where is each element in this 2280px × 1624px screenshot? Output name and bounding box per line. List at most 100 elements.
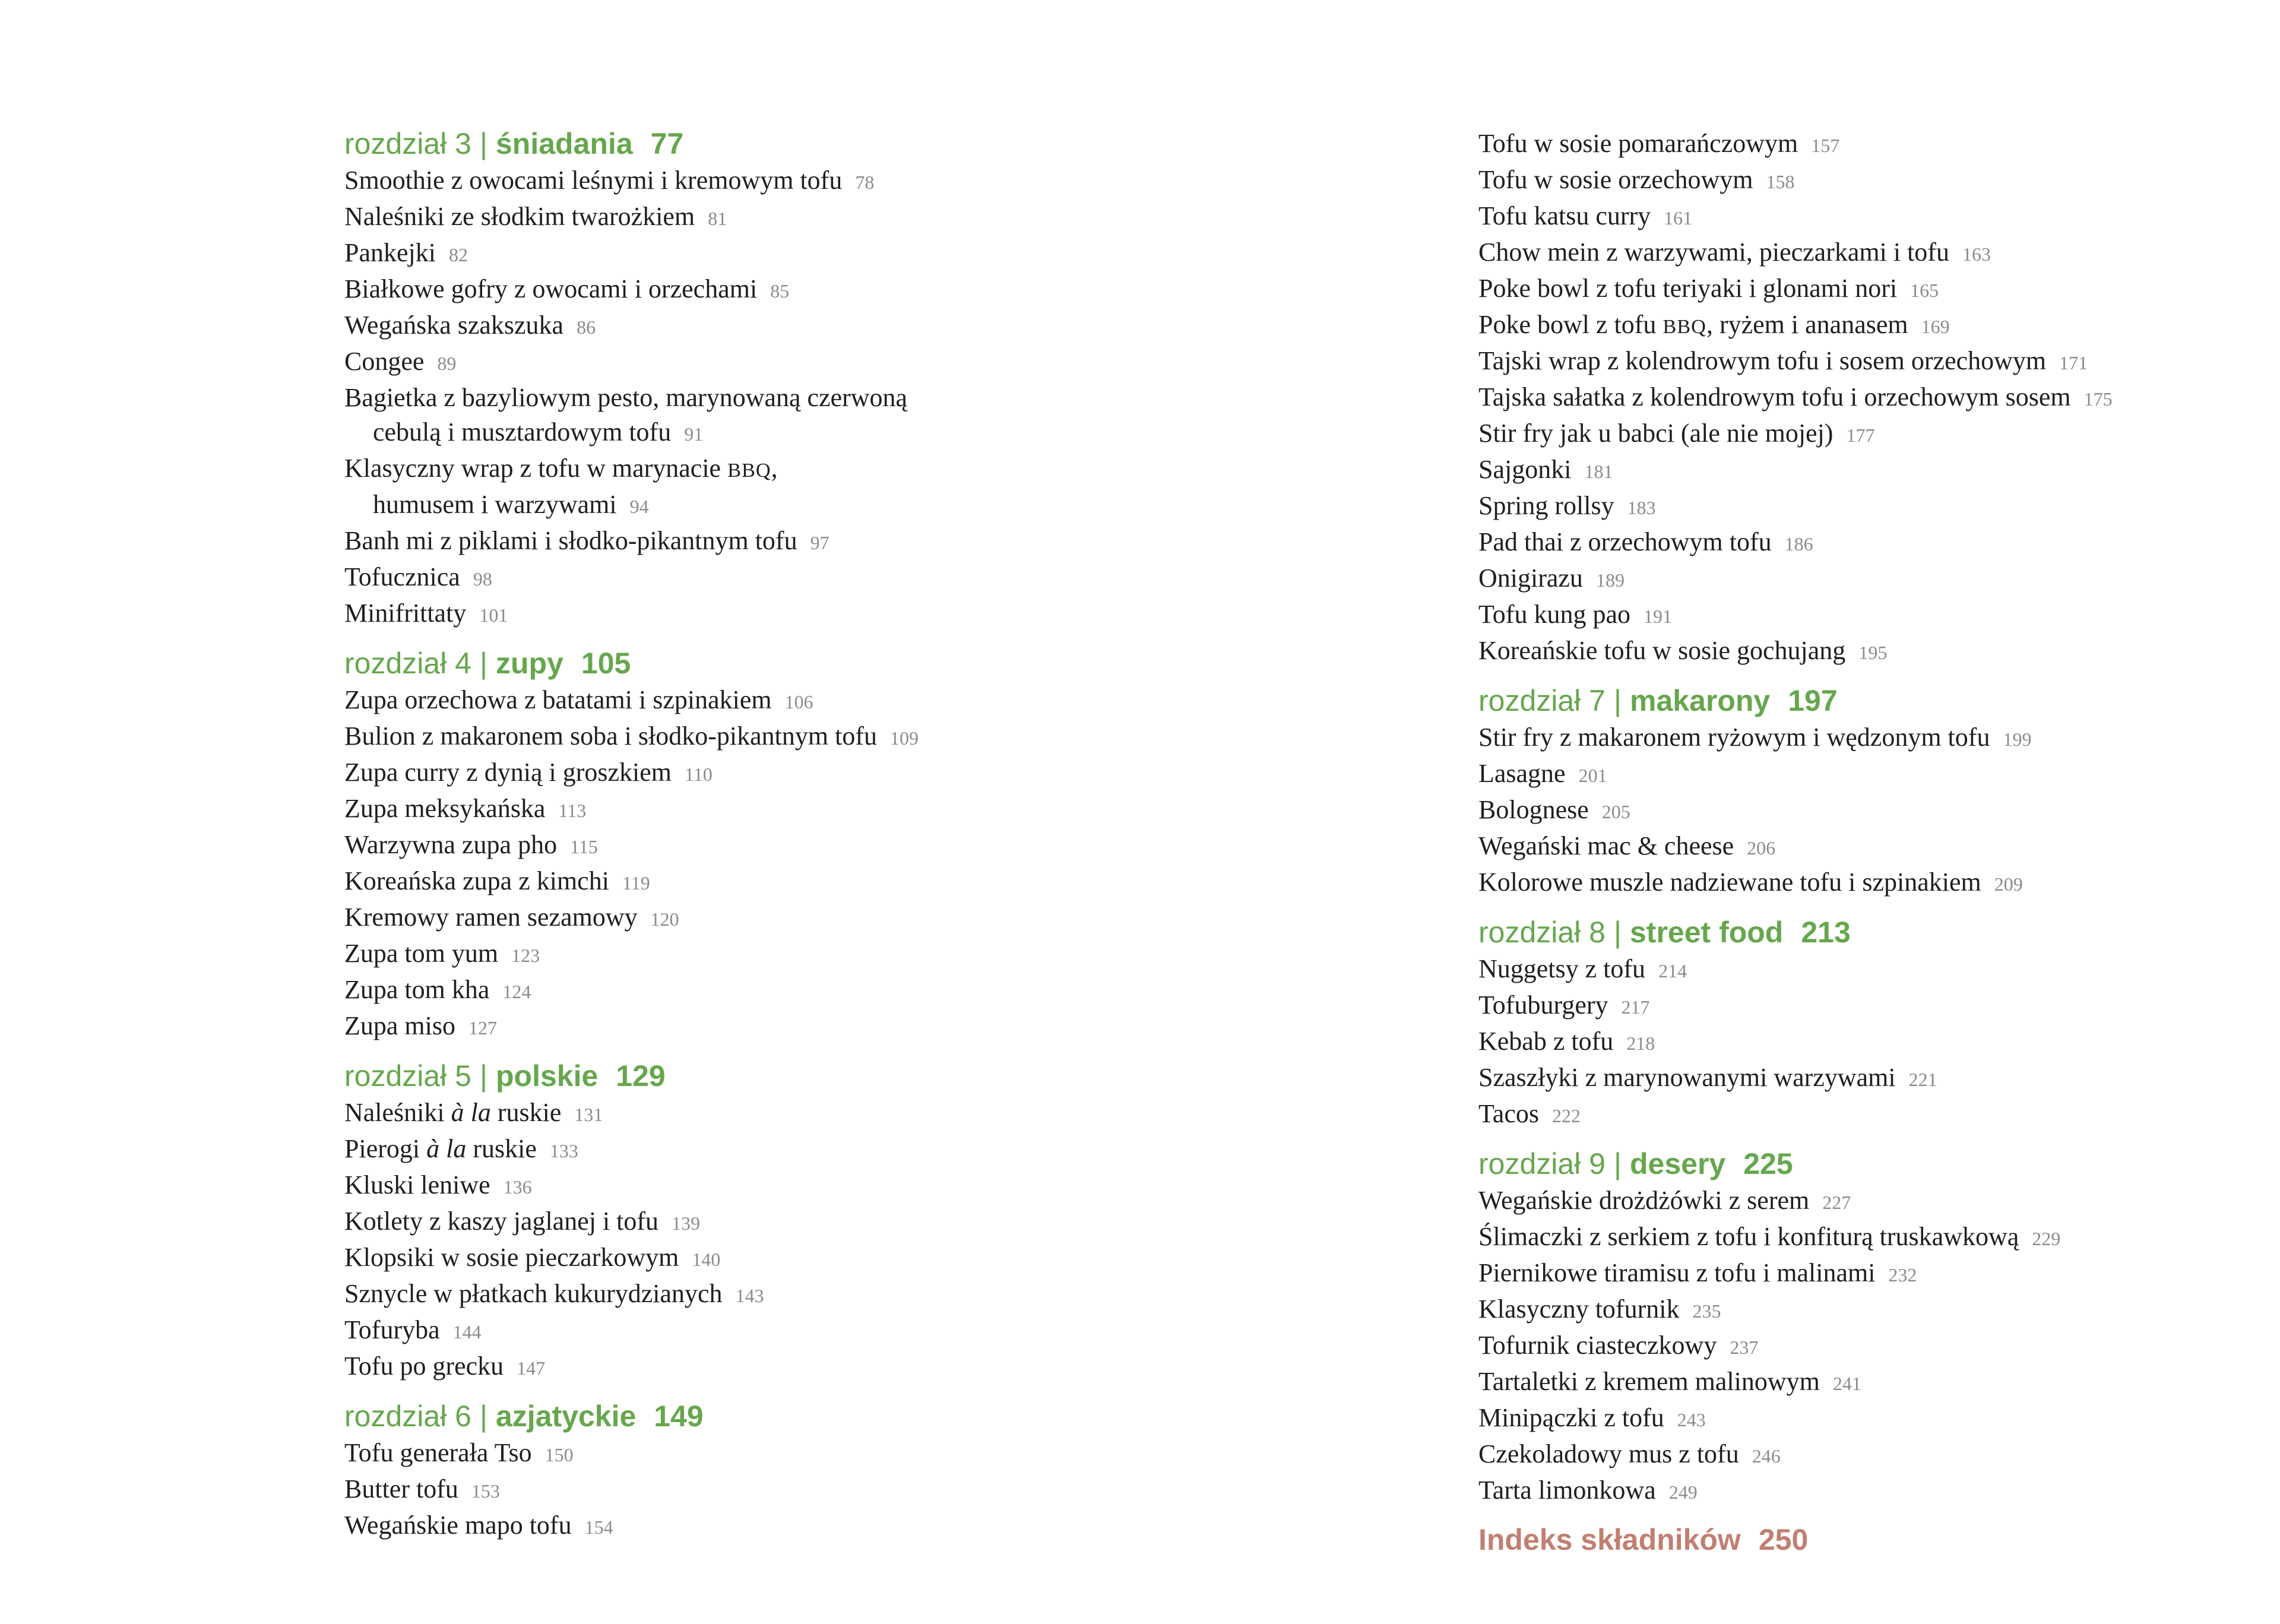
toc-entry-line: Minipączki z tofu 243: [1478, 1401, 2277, 1437]
page-number: 106: [784, 691, 813, 713]
page-number: 136: [503, 1176, 532, 1198]
toc-entry-text: Stir fry jak u babci (ale nie mojej): [1478, 419, 1834, 448]
chapter-separator: |: [1614, 916, 1622, 949]
toc-entry: Tofu katsu curry 161: [1478, 199, 2277, 235]
toc-entry-text: Butter tofu: [344, 1474, 458, 1503]
toc-entry: Tofu kung pao 191: [1478, 597, 2277, 634]
chapter-page-number: 105: [581, 647, 631, 680]
toc-entry: Lasagne 201: [1478, 756, 2277, 793]
chapter-separator: |: [480, 1400, 487, 1433]
chapter-prefix: rozdział 5: [344, 1059, 471, 1093]
toc-entry-text: Kebab z tofu: [1478, 1027, 1614, 1056]
page-number: 144: [452, 1321, 482, 1343]
page-number: 115: [570, 836, 598, 857]
toc-entry-text: Tofucznica: [344, 562, 460, 591]
toc-entry-text: Klasyczny tofurnik: [1478, 1294, 1680, 1324]
chapter-name: polskie: [496, 1059, 598, 1093]
toc-entry-text: Congee: [344, 347, 425, 376]
chapter-prefix: rozdział 8: [1478, 916, 1606, 949]
toc-entry-text: Pad thai z orzechowym tofu: [1478, 527, 1772, 556]
toc-entry: Wegańskie mapo tofu 154: [344, 1508, 1455, 1544]
page-number: 123: [511, 945, 540, 966]
toc-entry-text: , ryżem i ananasem: [1706, 310, 1908, 339]
toc-entry-text: Czekoladowy mus z tofu: [1478, 1439, 1739, 1468]
toc-entry-text: Zupa orzechowa z batatami i szpinakiem: [344, 685, 772, 714]
toc-entry-line: Szaszłyki z marynowanymi warzywami 221: [1478, 1060, 2277, 1097]
chapter-name: makarony: [1630, 684, 1771, 717]
toc-entry: Poke bowl z tofu BBQ, ryżem i ananasem 16…: [1478, 308, 2277, 344]
page-number: 109: [889, 727, 919, 749]
toc-entry-text: Minipączki z tofu: [1478, 1403, 1664, 1432]
chapter-page-number: 225: [1743, 1147, 1793, 1180]
page-number: 158: [1766, 171, 1795, 192]
toc-entry-text: Tofu w sosie orzechowym: [1478, 165, 1753, 194]
toc-entry-line: Tofu po grecku 147: [344, 1349, 1455, 1385]
page-number: 127: [468, 1017, 497, 1039]
toc-entry: Tofu po grecku 147: [344, 1349, 1455, 1385]
page-number: 241: [1832, 1373, 1861, 1394]
toc-entry-line: Zupa meksykańska 113: [344, 792, 1455, 828]
page-number: 235: [1692, 1300, 1721, 1322]
page-number: 89: [437, 353, 457, 374]
page-number: 110: [685, 764, 712, 785]
page-number: 246: [1752, 1445, 1781, 1467]
toc-entry-line: Nuggetsy z tofu 214: [1478, 952, 2277, 988]
toc-entry-text: ruskie: [490, 1098, 562, 1127]
toc-entry-line: Kotlety z kaszy jaglanej i tofu 139: [344, 1204, 1455, 1240]
page-number: 94: [629, 496, 649, 517]
index-label: Indeks składników: [1478, 1523, 1741, 1556]
chapter-heading: rozdział 5 | polskie 129: [344, 1059, 1455, 1093]
toc-entry-line: Bagietka z bazyliowym pesto, marynowaną …: [344, 381, 1455, 415]
toc-entry-line: Minifrittaty 101: [344, 596, 1455, 632]
toc-entry: Tofucznica 98: [344, 560, 1455, 596]
toc-entry-line: Banh mi z piklami i słodko-pikantnym tof…: [344, 524, 1455, 560]
toc-entry-text: ruskie: [466, 1134, 537, 1163]
toc-entry: Kotlety z kaszy jaglanej i tofu 139: [344, 1204, 1455, 1240]
toc-entry: Zupa meksykańska 113: [344, 792, 1455, 828]
toc-entry: Kebab z tofu 218: [1478, 1024, 2277, 1060]
toc-column-left: rozdział 3 | śniadania 77 Smoothie z owocami…: [344, 126, 1455, 1544]
toc-entry: Tacos 222: [1478, 1097, 2277, 1133]
toc-entry-text: Tarta limonkowa: [1478, 1476, 1656, 1505]
chapter-name: zupy: [496, 647, 563, 680]
toc-entry: Minifrittaty 101: [344, 596, 1455, 632]
toc-entry-text: Kotlety z kaszy jaglanej i tofu: [344, 1207, 659, 1236]
toc-entry-text: Bagietka z bazyliowym pesto, marynowaną …: [344, 383, 908, 412]
toc-entry-text: Nuggetsy z tofu: [1478, 954, 1646, 983]
toc-entry-line: Poke bowl z tofu BBQ, ryżem i ananasem 16…: [1478, 308, 2277, 344]
toc-entry: Zupa orzechowa z batatami i szpinakiem 10…: [344, 683, 1455, 719]
toc-entry-line: Klasyczny wrap z tofu w marynacie BBQ,: [344, 451, 1455, 487]
toc-entry: Szaszłyki z marynowanymi warzywami 221: [1478, 1060, 2277, 1097]
toc-entry-text: humusem i warzywami: [373, 490, 617, 519]
chapter-separator: |: [1614, 684, 1622, 717]
toc-entry-line: Spring rollsy 183: [1478, 489, 2277, 525]
page-number: 218: [1626, 1033, 1655, 1054]
chapter-prefix: rozdział 9: [1478, 1147, 1606, 1180]
page-number: 161: [1664, 207, 1693, 229]
toc-entry: Onigirazu 189: [1478, 561, 2277, 597]
toc-entry-text: Ślimaczki z serkiem z tofu i konfiturą t…: [1478, 1222, 2019, 1251]
toc-entry-text: Bulion z makaronem soba i słodko-pikantn…: [344, 721, 877, 751]
toc-entry-line: Onigirazu 189: [1478, 561, 2277, 597]
toc-entry-text: cebulą i musztardowym tofu: [373, 417, 672, 447]
page-number: 217: [1621, 996, 1650, 1018]
toc-entry-text: Szaszłyki z marynowanymi warzywami: [1478, 1063, 1896, 1092]
page-number: 86: [577, 316, 596, 338]
toc-entry-line: Tartaletki z kremem malinowym 241: [1478, 1365, 2277, 1401]
chapter-page-number: 149: [654, 1400, 704, 1433]
page-number: 186: [1784, 533, 1813, 555]
toc-entry-text: Zupa miso: [344, 1011, 455, 1040]
toc-entry-line: Congee 89: [344, 344, 1455, 381]
toc-entry: Koreańska zupa z kimchi 119: [344, 864, 1455, 900]
toc-entry: Klasyczny tofurnik 235: [1478, 1292, 2277, 1328]
page-number: 201: [1578, 765, 1607, 786]
page-number: 113: [558, 800, 587, 821]
toc-entry-line: Naleśniki ze słodkim twarożkiem 81: [344, 200, 1455, 236]
page-number: 157: [1811, 135, 1840, 156]
page-number: 222: [1552, 1105, 1581, 1126]
toc-entry-line: Tarta limonkowa 249: [1478, 1473, 2277, 1509]
toc-entry: Tofu w sosie pomarańczowym 157: [1478, 126, 2277, 163]
toc-entry: Wegańskie drożdżówki z serem 227: [1478, 1183, 2277, 1220]
toc-entry-text: Smoothie z owocami leśnymi i kremowym to…: [344, 166, 843, 195]
page-number: 227: [1822, 1192, 1851, 1213]
